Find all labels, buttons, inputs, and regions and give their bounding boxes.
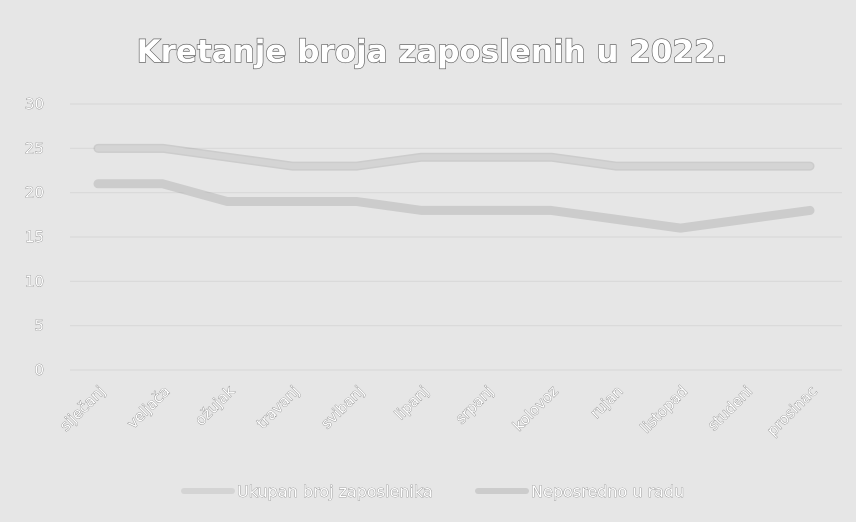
y-tick-label: 5 (34, 317, 44, 335)
series-line-2 (95, 180, 813, 232)
series-lines (93, 143, 815, 233)
y-tick-label: 20 (25, 184, 44, 202)
chart-title: Kretanje broja zaposlenih u 2022. (137, 34, 728, 70)
y-tick-label: 0 (34, 361, 44, 379)
y-axis-ticks: 0 5 10 15 20 25 30 (25, 95, 45, 380)
legend-label-2: Neposredno u radu (531, 482, 684, 501)
legend: Ukupan broj zaposlenika Neposredno u radu (181, 482, 685, 501)
y-tick-label: 10 (25, 272, 44, 290)
legend-label-1: Ukupan broj zaposlenika (237, 482, 433, 501)
y-tick-label: 15 (25, 228, 44, 246)
y-tick-label: 30 (25, 95, 44, 113)
y-tick-label: 25 (25, 139, 44, 157)
series-line-1 (95, 145, 813, 170)
